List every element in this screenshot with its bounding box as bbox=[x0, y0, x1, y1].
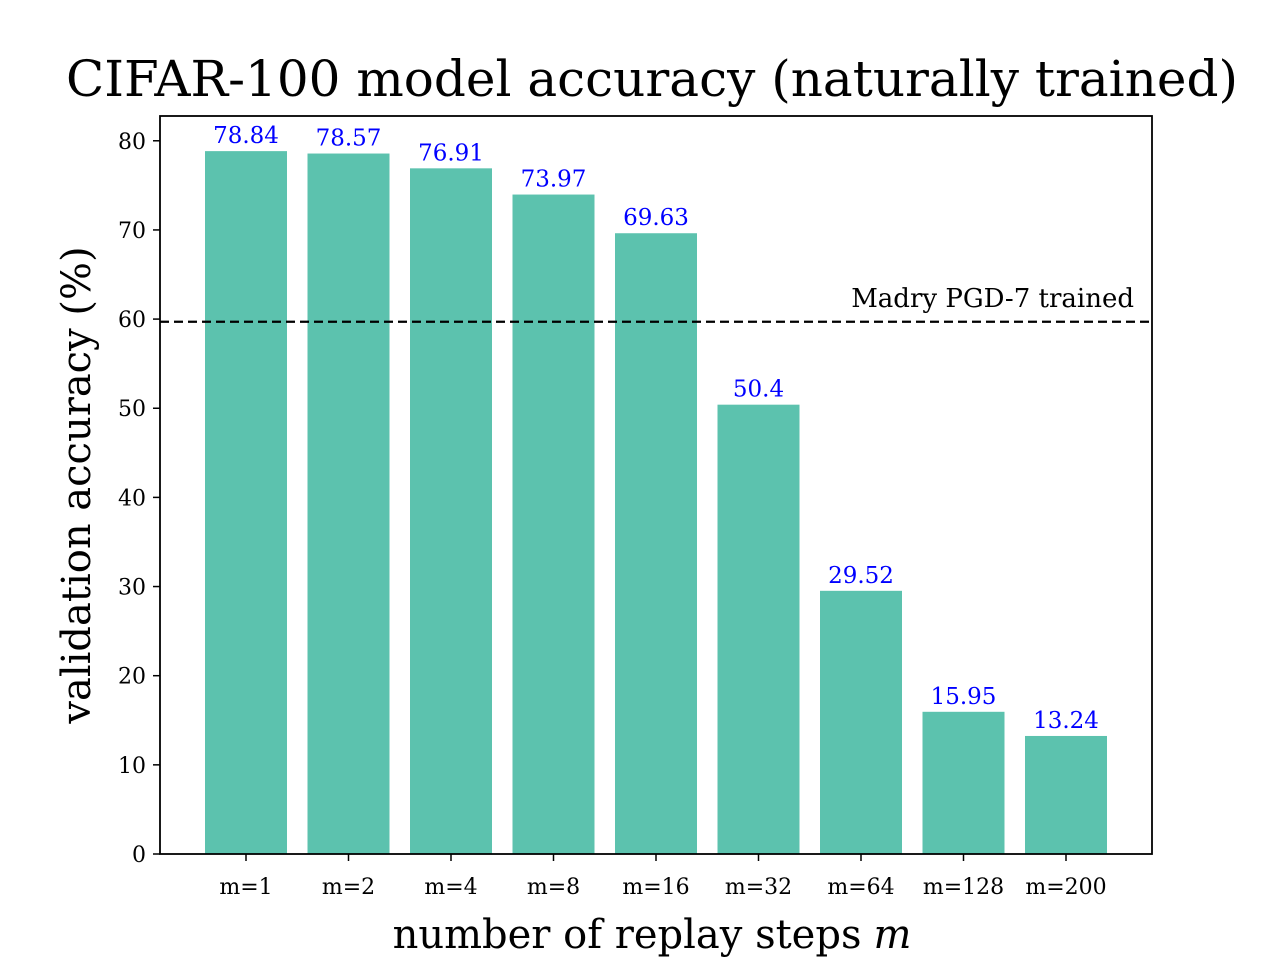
y-tick-label: 60 bbox=[118, 308, 146, 333]
x-axis-label: number of replay steps m bbox=[393, 912, 912, 958]
bar-m-4 bbox=[410, 168, 492, 854]
y-tick-label: 80 bbox=[118, 130, 146, 155]
bars-layer: 78.84 78.57 76.91 73.97 69.63 50.4 29.52 15.95 1… bbox=[205, 123, 1107, 855]
bar-m-2 bbox=[307, 153, 390, 855]
bar-value-label: 13.24 bbox=[1033, 708, 1099, 734]
y-tick-label: 70 bbox=[118, 219, 146, 244]
bar-value-label: 69.63 bbox=[623, 205, 689, 231]
x-axis: m=1 m=2 m=4 m=8 m=16 m=32 m=64 m=128 m=200 bbox=[219, 854, 1107, 900]
x-axis-label-variable: m bbox=[874, 912, 912, 958]
x-tick-label: m=4 bbox=[424, 875, 477, 900]
bar-value-label: 73.97 bbox=[521, 167, 587, 193]
x-axis-label-text: number of replay steps bbox=[393, 912, 862, 958]
x-tick-label: m=16 bbox=[622, 875, 689, 900]
reference-line-group: Madry PGD-7 trained bbox=[160, 284, 1152, 323]
x-tick-label: m=2 bbox=[322, 875, 375, 900]
x-tick-label: m=1 bbox=[219, 875, 272, 900]
bar-value-label: 29.52 bbox=[828, 563, 894, 589]
bar-value-label: 76.91 bbox=[418, 140, 484, 166]
plot-frame bbox=[159, 115, 1153, 855]
bar-value-label: 50.4 bbox=[733, 377, 784, 403]
bar-m-64 bbox=[820, 590, 902, 854]
y-axis: 0 10 20 30 40 50 60 70 80 bbox=[118, 130, 160, 868]
reference-line-label: Madry PGD-7 trained bbox=[851, 284, 1134, 314]
y-axis-label: validation accuracy (%) bbox=[54, 246, 100, 724]
x-tick-label: m=64 bbox=[827, 875, 894, 900]
bar-m-16 bbox=[615, 233, 697, 854]
bar-m-128 bbox=[922, 711, 1005, 854]
x-tick-label: m=128 bbox=[923, 875, 1004, 900]
x-tick-label: m=32 bbox=[725, 875, 792, 900]
bar-value-label: 78.57 bbox=[316, 126, 382, 152]
bar-value-label: 15.95 bbox=[931, 684, 997, 710]
bar-value-label: 78.84 bbox=[213, 123, 279, 149]
y-tick-label: 30 bbox=[118, 576, 146, 601]
x-tick-label: m=200 bbox=[1025, 875, 1106, 900]
y-tick-label: 0 bbox=[132, 843, 146, 868]
bar-m-8 bbox=[512, 194, 595, 855]
bar-m-200 bbox=[1025, 735, 1107, 854]
bar-m-32 bbox=[717, 404, 800, 854]
y-tick-label: 20 bbox=[118, 665, 146, 690]
y-tick-label: 50 bbox=[118, 397, 146, 422]
y-tick-label: 40 bbox=[118, 486, 146, 511]
bar-m-1 bbox=[205, 151, 287, 855]
y-tick-label: 10 bbox=[118, 754, 146, 779]
x-tick-label: m=8 bbox=[527, 875, 580, 900]
chart-title: CIFAR-100 model accuracy (naturally trai… bbox=[66, 50, 1238, 108]
